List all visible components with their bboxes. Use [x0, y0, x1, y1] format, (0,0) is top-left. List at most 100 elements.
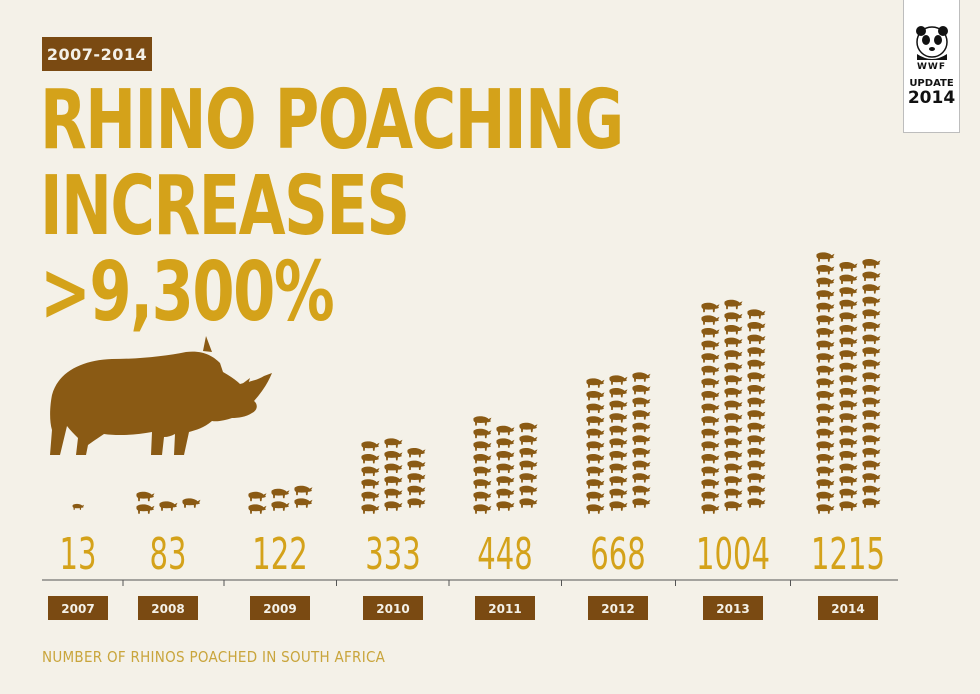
rhino-mark [384, 451, 403, 461]
rhino-mark [586, 441, 605, 451]
rhino-mark [609, 476, 628, 486]
rhino-mark [862, 347, 881, 357]
rhino-mark [361, 479, 380, 489]
bar-2012 [586, 372, 651, 514]
rhino-mark [747, 460, 766, 470]
rhino-mark [839, 375, 858, 385]
rhino-mark [701, 353, 720, 363]
rhino-mark [473, 428, 492, 439]
rhino-mark [609, 438, 628, 448]
rhino-mark [701, 340, 720, 350]
x-axis-ticks [122, 580, 791, 586]
rhino-mark [384, 476, 403, 486]
rhino-mark [609, 388, 628, 398]
rhino-mark [701, 403, 720, 413]
rhino-mark [839, 400, 858, 410]
rhino-mark [384, 501, 403, 511]
value-label-2014: 1215 [811, 529, 885, 580]
rhino-mark [724, 312, 743, 322]
rhino-mark [839, 287, 858, 297]
value-label-2007: 13 [60, 529, 97, 580]
rhino-mark [862, 259, 881, 269]
rhino-mark [159, 501, 178, 511]
rhino-mark [862, 334, 881, 344]
rhino-mark [724, 400, 743, 410]
rhino-mark [701, 454, 720, 464]
rhino-mark [862, 397, 881, 407]
rhino-mark [862, 460, 881, 470]
rhino-mark [862, 284, 881, 294]
rhino-mark [747, 385, 766, 395]
value-labels: 13 83 122 333 448 668 1004 1215 [60, 529, 886, 580]
rhino-mark [816, 391, 835, 401]
year-label-2012: 2012 [601, 602, 634, 616]
rhino-mark [862, 372, 881, 382]
update-label: UPDATE [909, 78, 954, 89]
rhino-mark [361, 491, 380, 502]
rhino-mark [586, 466, 605, 476]
rhino-mark [632, 372, 651, 382]
rhino-mark [294, 498, 313, 508]
rhino-mark [747, 498, 766, 508]
rhino-silhouette-icon [50, 336, 272, 455]
rhino-mark [816, 365, 835, 376]
bar-2008 [136, 491, 201, 514]
rhino-mark [473, 441, 492, 451]
rhino-mark [701, 391, 720, 401]
rhino-mark [384, 438, 403, 448]
year-box-2014 [818, 596, 878, 620]
rhino-mark [816, 328, 835, 338]
rhino-mark [519, 448, 538, 458]
rhino-mark [747, 448, 766, 458]
rhino-mark [701, 378, 720, 388]
rhino-mark [248, 491, 267, 502]
rhino-mark [862, 296, 881, 307]
year-labels: 2007 2008 2009 2010 2011 2012 2013 2014 [48, 596, 878, 620]
rhino-mark [747, 322, 766, 332]
rhino-mark [839, 337, 858, 347]
year-box-2010 [363, 596, 423, 620]
rhino-mark [519, 485, 538, 496]
rhino-mark [609, 413, 628, 423]
rhino-mark [839, 413, 858, 423]
year-label-2011: 2011 [488, 602, 521, 616]
rhino-mark [724, 488, 743, 499]
rhino-mark [816, 252, 835, 262]
rhino-mark [473, 491, 492, 502]
rhino-mark [724, 501, 743, 511]
rhino-mark [609, 501, 628, 511]
rhino-mark [519, 498, 538, 508]
rhino-mark [632, 448, 651, 458]
value-label-2012: 668 [590, 529, 646, 580]
rhino-mark [816, 403, 835, 413]
rhino-mark [724, 350, 743, 360]
bar-2011 [473, 416, 538, 514]
rhino-mark [586, 403, 605, 413]
rhino-mark [407, 460, 426, 470]
rhino-mark [701, 428, 720, 439]
rhino-mark [248, 504, 267, 514]
rhino-mark [519, 422, 538, 433]
headline-line-1: RHINO POACHING [40, 73, 624, 168]
rhino-mark [816, 277, 835, 287]
rhino-mark [816, 290, 835, 300]
rhino-mark [632, 385, 651, 395]
rhino-mark [586, 391, 605, 401]
rhino-mark [816, 340, 835, 350]
rhino-mark [839, 451, 858, 461]
rhino-mark [816, 454, 835, 464]
rhino-mark [407, 473, 426, 483]
rhino-mark [361, 466, 380, 476]
rhino-mark [609, 463, 628, 473]
rhino-mark [632, 422, 651, 433]
rhino-mark [609, 400, 628, 410]
rhino-mark [724, 388, 743, 398]
rhino-mark [724, 337, 743, 347]
year-box-2012 [588, 596, 648, 620]
rhino-mark [701, 466, 720, 476]
rhino-mark [632, 435, 651, 445]
rhino-mark [632, 410, 651, 420]
rhino-mark [473, 466, 492, 476]
rhino-mark [747, 435, 766, 445]
